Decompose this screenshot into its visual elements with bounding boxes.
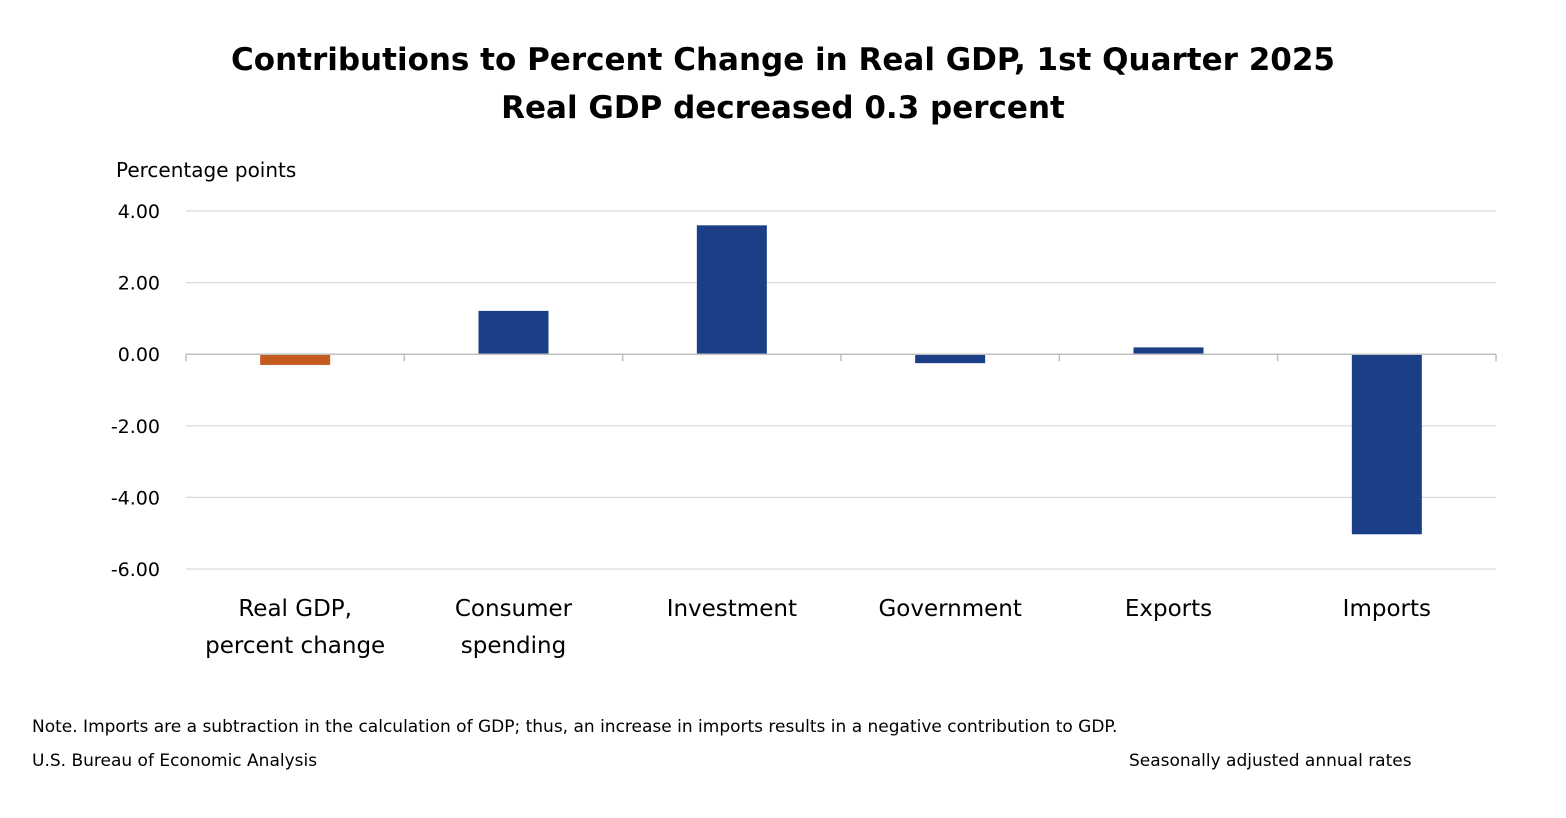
category-label: Exports — [1125, 596, 1212, 622]
bar-chart: Percentage points 4.00 2.00 0.00 -2.00 -4.00… — [111, 158, 1497, 659]
bar — [915, 354, 986, 364]
y-tick-label: -4.00 — [111, 487, 160, 509]
source-label: U.S. Bureau of Economic Analysis — [32, 751, 318, 771]
y-tick-label: 0.00 — [118, 344, 160, 366]
bar — [260, 354, 331, 365]
chart-subtitle: Real GDP decreased 0.3 percent — [501, 90, 1065, 126]
category-label: Consumer spending — [455, 596, 573, 659]
chart-title: Contributions to Percent Change in Real … — [231, 42, 1335, 78]
gridlines — [186, 210, 1496, 570]
bar — [478, 310, 549, 355]
category-labels: Real GDP, percent change Consumer spending I… — [205, 596, 1431, 659]
bar — [1351, 354, 1422, 535]
y-axis-ticks: 4.00 2.00 0.00 -2.00 -4.00 -6.00 — [111, 201, 160, 581]
y-tick-label: 2.00 — [118, 273, 160, 295]
category-label: Investment — [667, 596, 797, 622]
rates-label: Seasonally adjusted annual rates — [1129, 751, 1412, 771]
y-tick-label: -6.00 — [111, 559, 160, 581]
bars — [260, 225, 1422, 535]
x-axis — [185, 353, 1497, 362]
bar — [1133, 347, 1204, 355]
category-label: Government — [878, 596, 1021, 622]
footnote: Note. Imports are a subtraction in the c… — [32, 717, 1118, 737]
y-tick-label: -2.00 — [111, 416, 160, 438]
category-label: Real GDP, percent change — [205, 596, 385, 659]
y-tick-label: 4.00 — [118, 201, 160, 223]
y-axis-label: Percentage points — [116, 158, 296, 182]
bar — [696, 225, 767, 355]
category-label: Imports — [1343, 596, 1431, 622]
